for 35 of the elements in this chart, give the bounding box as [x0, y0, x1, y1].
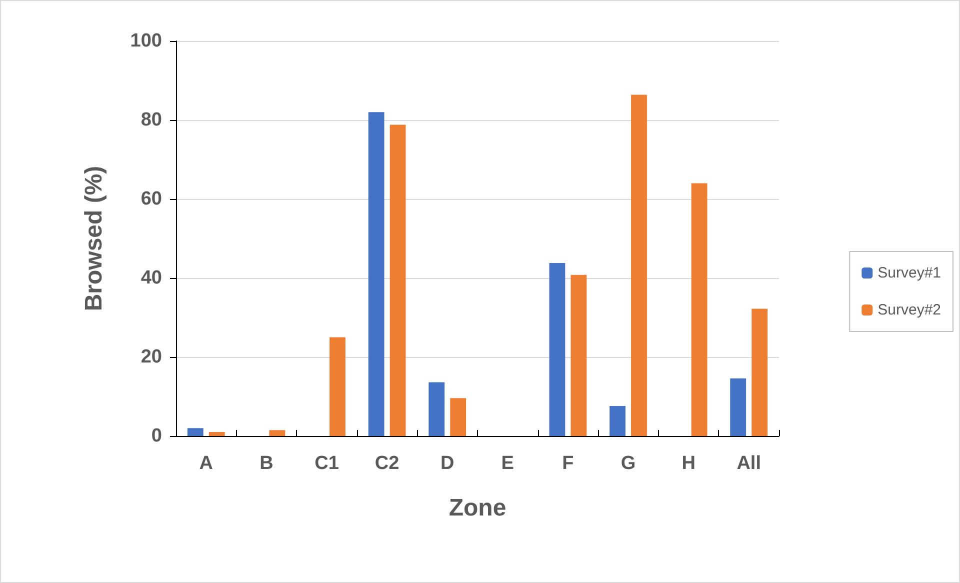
bar	[610, 406, 626, 436]
bar	[549, 262, 566, 436]
legend-label: Survey#1	[878, 264, 942, 282]
bar	[450, 398, 466, 436]
x-tick-label: E	[501, 453, 514, 474]
bar	[368, 112, 384, 436]
y-tick-label: 0	[151, 426, 162, 446]
bar	[631, 94, 647, 436]
bar	[428, 382, 445, 436]
bar	[752, 308, 768, 436]
y-tick-label: 40	[140, 268, 162, 288]
legend-label: Survey#2	[878, 302, 942, 318]
y-tick-label: 60	[140, 188, 162, 210]
x-tick-label: D	[440, 453, 454, 474]
x-tick-label: F	[562, 453, 574, 474]
x-tick-label: All	[736, 453, 761, 474]
y-axis-title: Browsed (%)	[80, 166, 108, 312]
x-tick-label: H	[682, 453, 696, 474]
bar	[390, 124, 406, 436]
bar	[691, 183, 708, 436]
bar	[269, 430, 286, 436]
bar	[730, 378, 746, 436]
x-axis-title: Zone	[448, 494, 506, 522]
y-tick-label: 20	[140, 346, 162, 368]
bar	[187, 428, 204, 436]
x-tick-label: A	[199, 453, 214, 474]
y-tick-label: 100	[130, 30, 162, 52]
x-tick-label: C1	[314, 453, 340, 474]
x-tick-label: B	[260, 453, 274, 474]
x-tick-label: G	[620, 453, 636, 474]
bar	[570, 274, 587, 436]
bar	[330, 337, 346, 436]
x-tick-label: C2	[374, 453, 400, 474]
y-tick-label: 80	[140, 110, 162, 130]
bar	[208, 432, 225, 436]
